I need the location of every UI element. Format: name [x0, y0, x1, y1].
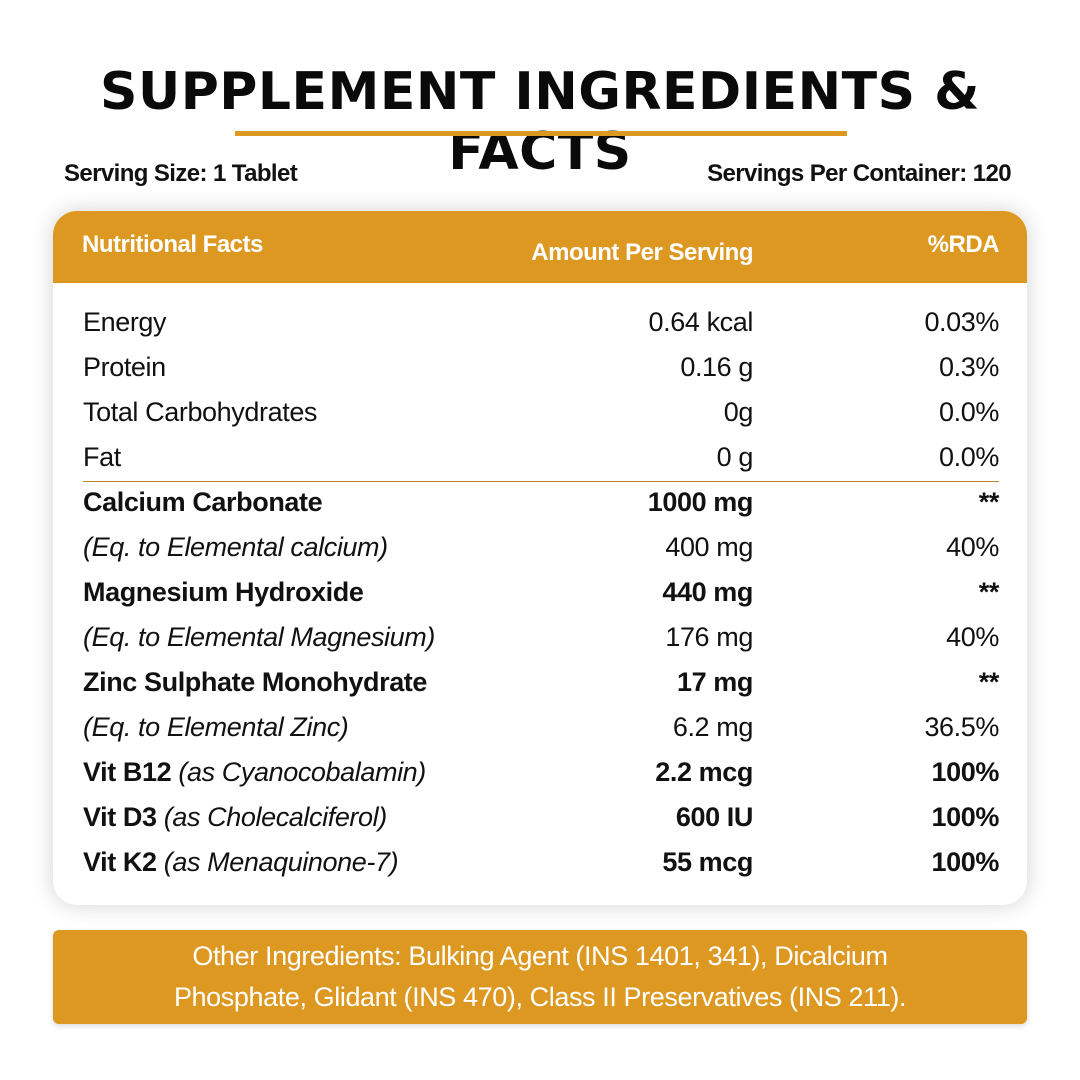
row-amount: 600 IU	[675, 802, 754, 832]
row-amount: 17 mg	[676, 667, 753, 697]
row-label: Zinc Sulphate Monohydrate	[83, 667, 427, 698]
row-label: Fat	[83, 442, 121, 473]
section-divider	[83, 481, 999, 482]
row-rda: 40%	[946, 622, 999, 652]
row-rda: 100%	[931, 802, 1000, 832]
row-rda: 0.0%	[939, 442, 999, 472]
row-rda: 36.5%	[924, 712, 999, 742]
row-amount: 0 g	[716, 442, 754, 472]
row-rda: 100%	[931, 847, 1000, 877]
row-amount: 0g	[723, 397, 754, 427]
table-row: Calcium Carbonate 1000 mg **	[53, 481, 1027, 526]
row-amount: 440 mg	[662, 577, 753, 607]
servings-per-container: Servings Per Container: 120	[707, 160, 1012, 187]
header-amount: Amount Per Serving	[531, 239, 753, 266]
row-label: Energy	[83, 307, 167, 338]
other-ingredients-line-1: Other Ingredients: Bulking Agent (INS 14…	[192, 941, 888, 971]
table-row: Zinc Sulphate Monohydrate 17 mg **	[53, 661, 1027, 706]
other-ingredients-line-2: Phosphate, Glidant (INS 470), Class II P…	[173, 982, 907, 1012]
table-row: Magnesium Hydroxide 440 mg **	[53, 571, 1027, 616]
other-ingredients-box: Other Ingredients: Bulking Agent (INS 14…	[53, 930, 1027, 1024]
title-underline	[235, 131, 847, 136]
row-name: (Eq. to Elemental calcium)	[83, 532, 388, 562]
row-label: Protein	[83, 352, 166, 383]
row-rda: **	[978, 577, 1000, 607]
row-amount: 0.64 kcal	[648, 307, 754, 337]
table-body: Energy 0.64 kcal 0.03% Protein 0.16 g 0.3% Tot…	[53, 301, 1027, 886]
row-name: (Eq. to Elemental Magnesium)	[83, 622, 435, 652]
table-row: Vit K2 (as Menaquinone-7) 55 mcg 100%	[53, 841, 1027, 886]
row-amount: 400 mg	[665, 532, 753, 562]
row-amount: 1000 mg	[647, 487, 754, 517]
row-rda: **	[978, 487, 1000, 517]
row-name: Protein	[83, 352, 166, 382]
row-label: (Eq. to Elemental Magnesium)	[83, 622, 435, 653]
table-row: Energy 0.64 kcal 0.03%	[53, 301, 1027, 346]
row-amount: 0.16 g	[680, 352, 753, 382]
table-header: Nutritional Facts Amount Per Serving %RD…	[53, 211, 1027, 283]
row-name: Vit D3	[83, 802, 157, 832]
row-label: Magnesium Hydroxide	[83, 577, 364, 608]
row-note: (as Menaquinone-7)	[163, 847, 399, 877]
row-note: (as Cholecalciferol)	[163, 802, 387, 832]
row-name: Zinc Sulphate Monohydrate	[83, 667, 428, 697]
row-label: Vit B12 (as Cyanocobalamin)	[83, 757, 426, 788]
row-rda: **	[978, 667, 1000, 697]
facts-table: Nutritional Facts Amount Per Serving %RD…	[53, 211, 1027, 905]
header-rda: %RDA	[927, 231, 1000, 258]
table-row: (Eq. to Elemental Magnesium) 176 mg 40%	[53, 616, 1027, 661]
row-rda: 40%	[946, 532, 999, 562]
table-row: (Eq. to Elemental Zinc) 6.2 mg 36.5%	[53, 706, 1027, 751]
row-rda: 0.0%	[939, 397, 999, 427]
serving-size: Serving Size: 1 Tablet	[64, 160, 298, 187]
row-rda: 0.03%	[924, 307, 999, 337]
row-amount: 176 mg	[665, 622, 753, 652]
table-row: Total Carbohydrates 0g 0.0%	[53, 391, 1027, 436]
row-label: (Eq. to Elemental Zinc)	[83, 712, 349, 743]
row-rda: 100%	[931, 757, 1000, 787]
row-name: Vit K2	[83, 847, 157, 877]
row-name: (Eq. to Elemental Zinc)	[83, 712, 349, 742]
row-amount: 55 mcg	[662, 847, 753, 877]
row-label: Calcium Carbonate	[83, 487, 323, 518]
row-amount: 2.2 mcg	[655, 757, 753, 787]
table-row: Protein 0.16 g 0.3%	[53, 346, 1027, 391]
row-rda: 0.3%	[939, 352, 999, 382]
row-label: Total Carbohydrates	[83, 397, 317, 428]
table-row: Vit D3 (as Cholecalciferol) 600 IU 100%	[53, 796, 1027, 841]
row-name: Total Carbohydrates	[83, 397, 318, 427]
row-amount: 6.2 mg	[672, 712, 754, 742]
row-name: Energy	[83, 307, 167, 337]
row-name: Magnesium Hydroxide	[83, 577, 364, 607]
row-name: Calcium Carbonate	[83, 487, 323, 517]
row-label: Vit D3 (as Cholecalciferol)	[83, 802, 387, 833]
row-name: Vit B12	[83, 757, 172, 787]
header-nutritional-facts: Nutritional Facts	[82, 231, 263, 258]
row-note: (as Cyanocobalamin)	[178, 757, 426, 787]
row-name: Fat	[83, 442, 121, 472]
table-row: (Eq. to Elemental calcium) 400 mg 40%	[53, 526, 1027, 571]
table-row: Vit B12 (as Cyanocobalamin) 2.2 mcg 100%	[53, 751, 1027, 796]
row-label: (Eq. to Elemental calcium)	[83, 532, 388, 563]
table-row: Fat 0 g 0.0%	[53, 436, 1027, 481]
row-label: Vit K2 (as Menaquinone-7)	[83, 847, 399, 878]
